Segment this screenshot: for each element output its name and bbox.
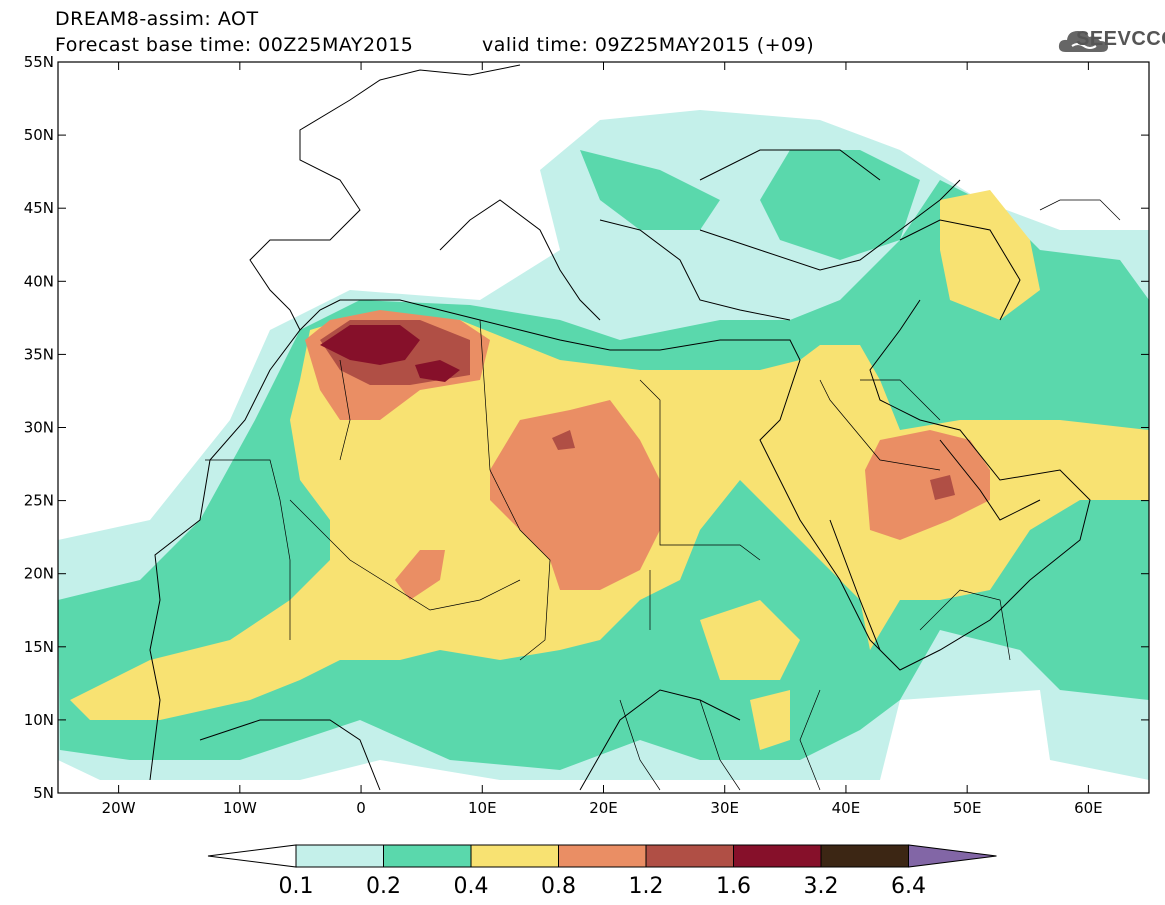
colorbar-label: 0.4 [454,874,489,899]
aot-contour-1.2-libya [552,430,575,450]
colorbar-swatch [470,844,559,868]
country-borders [205,199,1121,791]
lat-label: 55N [24,53,54,71]
axis-ticks [58,61,1149,794]
colorbar-swatch [820,844,909,868]
colorbar [207,844,997,868]
lat-label: 20N [24,565,54,583]
lat-label: 25N [24,492,54,510]
aot-contour-1.2-arabia [930,475,955,500]
lat-label: 50N [24,126,54,144]
lat-label: 5N [33,784,54,802]
coastlines [149,64,1091,791]
lon-label: 60E [1074,799,1103,817]
forecast-base-time: Forecast base time: 00Z25MAY2015 [55,34,414,56]
colorbar-label: 1.2 [629,874,664,899]
colorbar-label: 0.8 [541,874,576,899]
colorbar-under-arrow [207,844,297,868]
map-title: DREAM8-assim: AOT [55,8,259,30]
valid-time: valid time: 09Z25MAY2015 (+09) [482,34,815,56]
lon-label: 30E [710,799,739,817]
colorbar-swatch [733,844,822,868]
colorbar-swatch [645,844,734,868]
cloud-logo-icon [1058,31,1108,52]
aot-contour-0.2-caspian [760,150,920,260]
logo-text: SEEVCCC [1076,28,1165,50]
colorbar-swatch [558,844,647,868]
aot-contour-0.8-sahel [395,550,445,600]
lat-label: 40N [24,272,54,290]
colorbar-label: 1.6 [716,874,751,899]
latitude-labels: 5N 10N 15N 20N 25N 30N 35N 40N 45N 50N 55N [24,53,54,802]
colorbar-label: 3.2 [804,874,839,899]
lat-label: 45N [24,199,54,217]
lon-label: 10W [223,799,257,817]
longitude-labels: 20W 10W 0 10E 20E 30E 40E 50E 60E [102,799,1103,817]
lat-label: 10N [24,711,54,729]
colorbar-label: 6.4 [891,874,926,899]
aot-shading [58,110,1149,780]
aot-contour-0.4-horn [750,690,790,750]
colorbar-label: 0.1 [279,874,314,899]
aot-contour-0.4-ne [940,190,1040,320]
lat-label: 30N [24,419,54,437]
lon-label: 10E [468,799,497,817]
colorbar-label: 0.2 [366,874,401,899]
lon-label: 40E [832,799,861,817]
aot-contour-0.4-east [700,600,800,680]
colorbar-labels: 0.1 0.2 0.4 0.8 1.2 1.6 3.2 6.4 [279,874,927,899]
colorbar-swatch [383,844,472,868]
lon-label: 50E [953,799,982,817]
aot-contour-0.8-arabia [865,430,990,540]
colorbar-over-arrow [908,844,997,868]
colorbar-swatch [295,844,384,868]
aot-contour-0.2-north [580,150,720,230]
lat-label: 15N [24,638,54,656]
lat-label: 35N [24,345,54,363]
lon-label: 20E [589,799,618,817]
aot-contour-1.6-east [415,360,460,382]
lon-label: 0 [356,799,366,817]
lon-label: 20W [102,799,136,817]
aot-contour-1.6 [320,325,420,365]
